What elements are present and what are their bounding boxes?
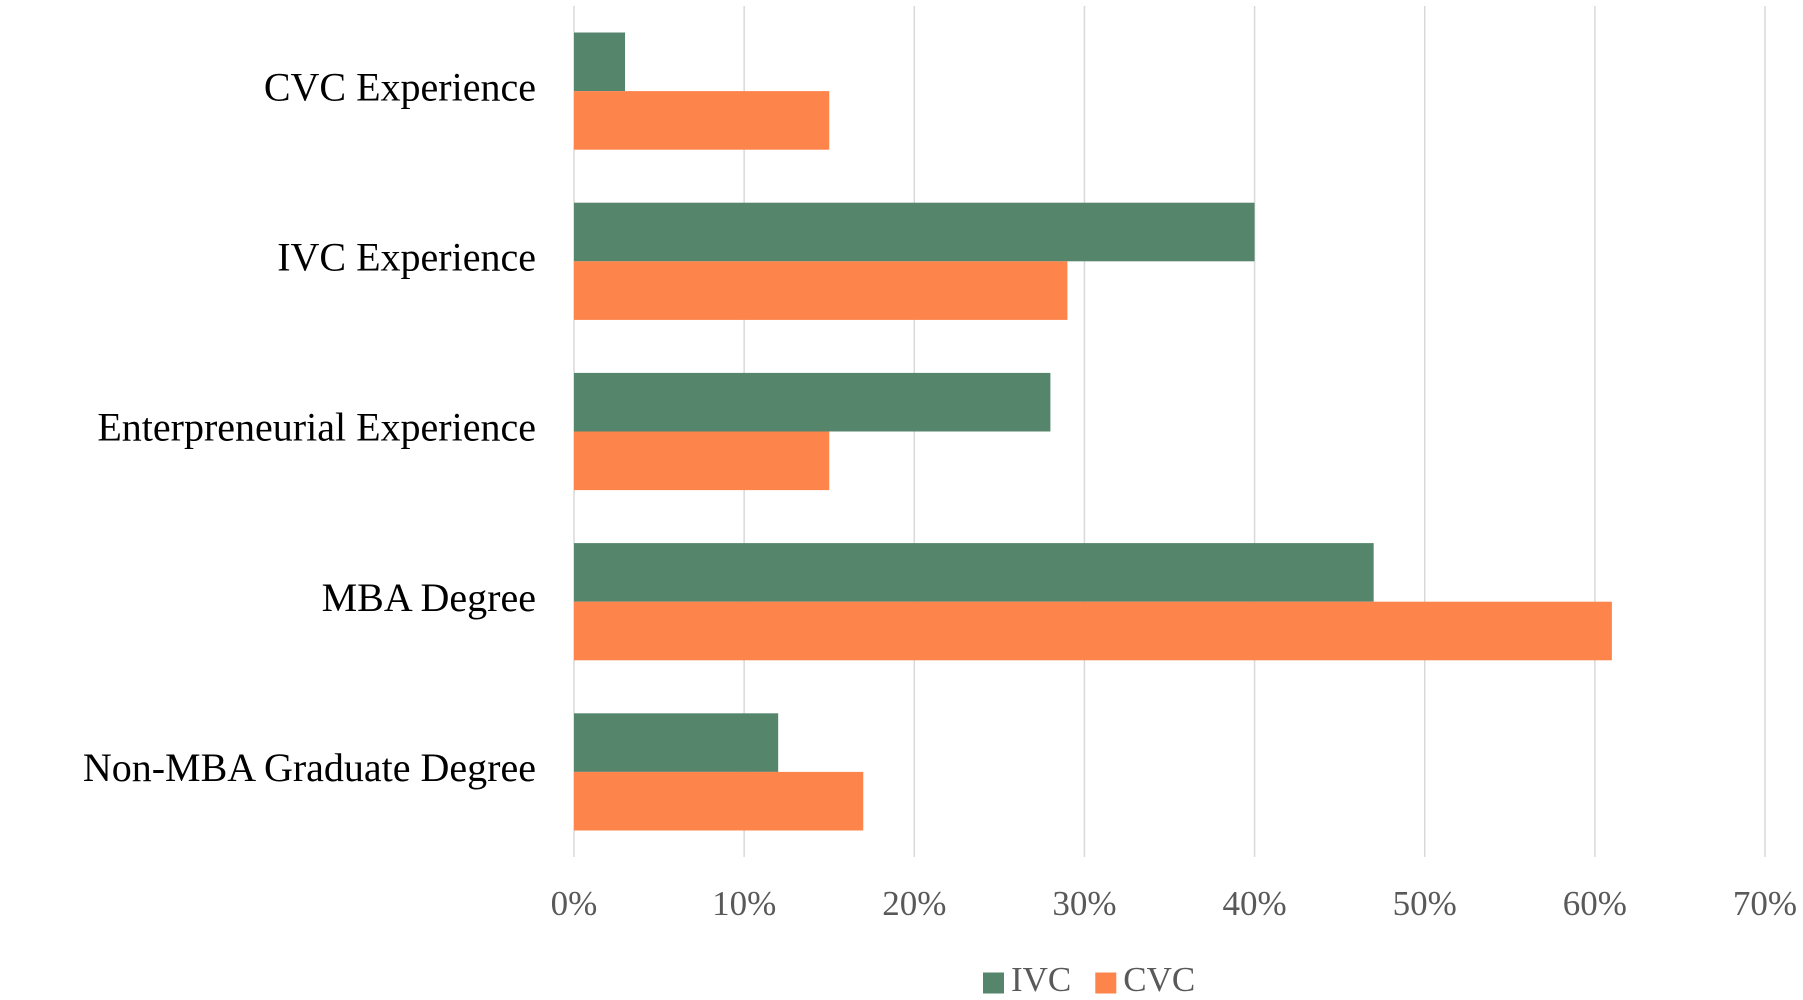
x-tick-label: 50% [1393,884,1457,923]
bar [574,261,1068,320]
y-tick-label: Enterpreneurial Experience [97,405,536,450]
y-tick-label: Non-MBA Graduate Degree [83,745,536,790]
bar [574,713,779,772]
x-tick-label: 30% [1052,884,1116,923]
y-tick-label: CVC Experience [264,64,536,109]
bar [574,32,626,92]
bar [574,543,1374,602]
x-tick-label: 20% [882,884,946,923]
y-tick-label: IVC Experience [277,234,536,279]
bar [574,601,1612,661]
x-tick-label: 40% [1222,884,1286,923]
y-tick-label: MBA Degree [322,575,536,620]
bar [574,771,864,831]
bar [574,202,1255,262]
legend-label: CVC [1123,960,1195,999]
legend-label: IVC [1011,960,1071,999]
legend-swatch [1095,972,1117,994]
x-tick-label: 0% [551,884,598,923]
x-tick-label: 60% [1563,884,1627,923]
bar [574,431,830,491]
x-tick-label: 10% [712,884,776,923]
bar [574,372,1051,432]
legend-swatch [983,972,1004,994]
bar [574,91,830,150]
x-tick-label: 70% [1733,884,1797,923]
